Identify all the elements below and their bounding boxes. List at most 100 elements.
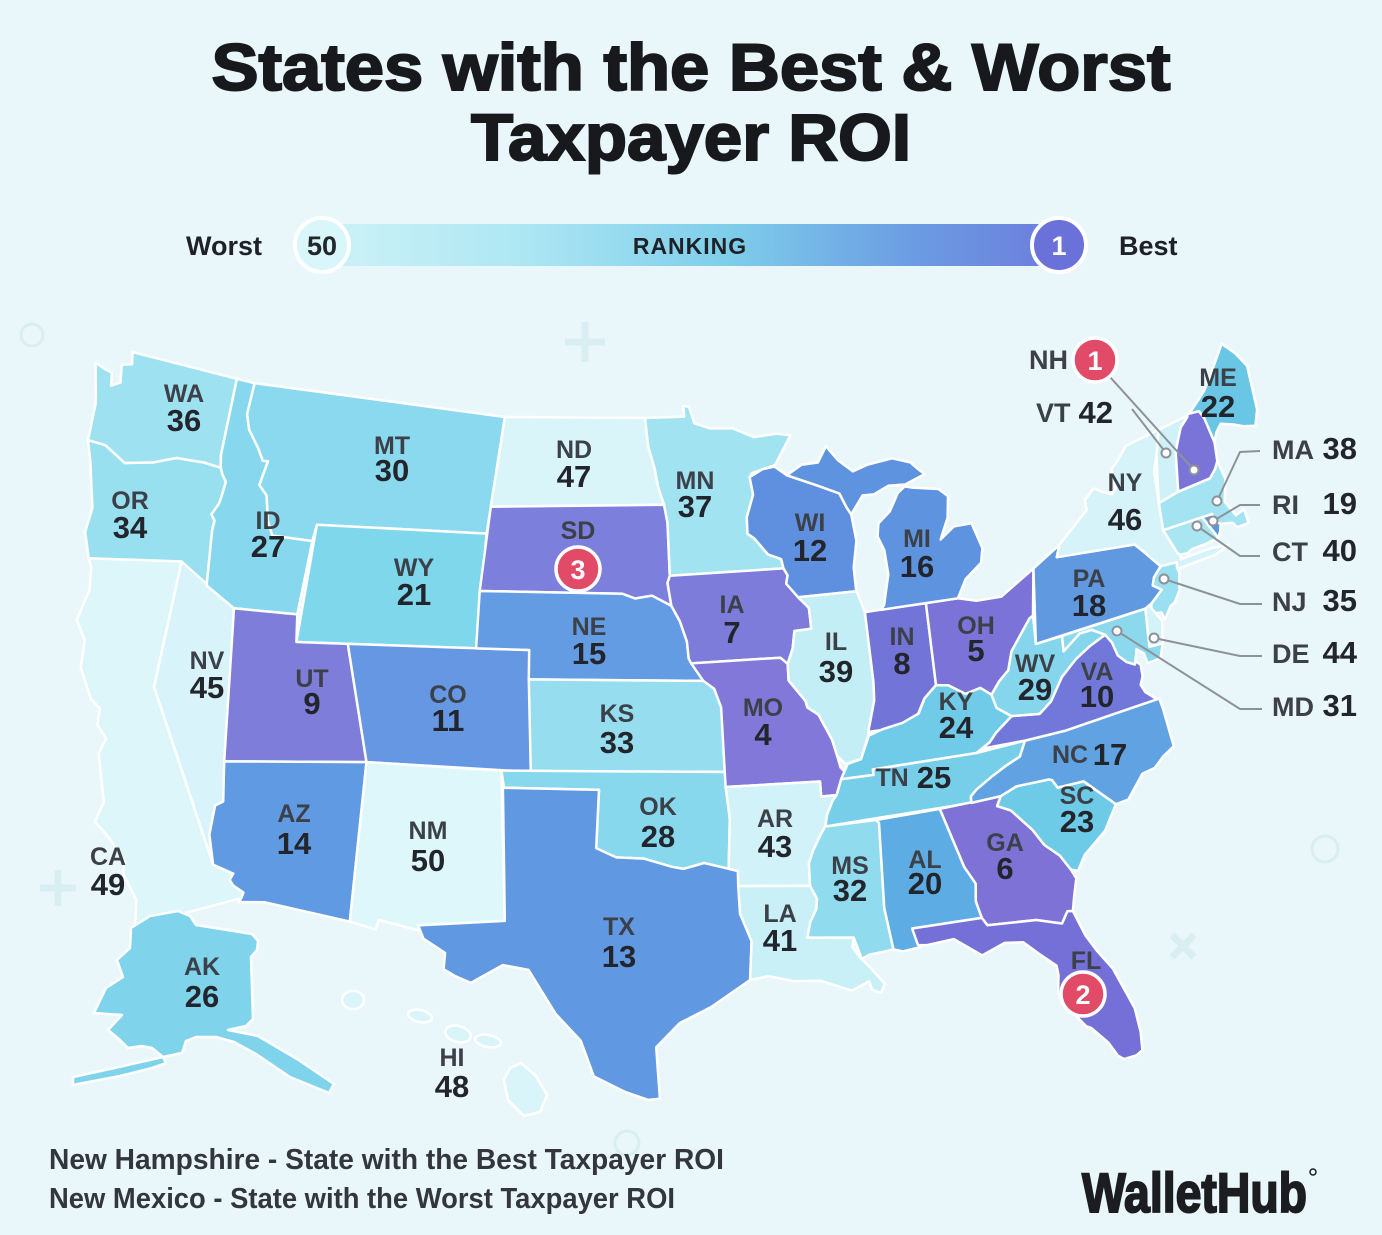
svg-text:10: 10 — [1080, 679, 1114, 714]
svg-text:RANKING: RANKING — [633, 233, 747, 259]
svg-text:VA: VA — [1081, 658, 1114, 686]
svg-text:39: 39 — [819, 654, 853, 689]
svg-text:RI: RI — [1272, 490, 1299, 520]
svg-text:11: 11 — [432, 703, 465, 738]
svg-text:NM: NM — [409, 817, 448, 845]
svg-text:25: 25 — [917, 760, 951, 795]
svg-text:IN: IN — [890, 623, 915, 651]
svg-text:WA: WA — [164, 380, 204, 408]
svg-text:18: 18 — [1072, 588, 1106, 623]
svg-text:KS: KS — [600, 700, 635, 728]
svg-text:MD: MD — [1272, 692, 1314, 722]
svg-text:30: 30 — [375, 453, 409, 488]
svg-text:47: 47 — [557, 459, 591, 494]
svg-text:37: 37 — [678, 489, 712, 524]
svg-text:22: 22 — [1201, 389, 1235, 424]
svg-text:FL: FL — [1071, 947, 1102, 975]
svg-text:16: 16 — [900, 549, 934, 584]
svg-text:35: 35 — [1323, 583, 1357, 618]
svg-text:ND: ND — [556, 436, 592, 464]
svg-text:SD: SD — [561, 517, 596, 545]
svg-text:GA: GA — [986, 829, 1024, 857]
svg-text:40: 40 — [1323, 533, 1357, 568]
svg-text:ID: ID — [256, 507, 281, 535]
svg-text:WY: WY — [394, 554, 435, 582]
svg-text:7: 7 — [723, 615, 740, 650]
svg-text:OK: OK — [639, 793, 677, 821]
svg-text:5: 5 — [967, 633, 984, 668]
svg-text:UT: UT — [295, 665, 328, 693]
svg-text:36: 36 — [167, 403, 201, 438]
svg-text:21: 21 — [397, 577, 431, 612]
svg-text:31: 31 — [1323, 688, 1357, 723]
svg-text:45: 45 — [190, 670, 224, 705]
svg-text:AK: AK — [184, 953, 220, 981]
svg-text:20: 20 — [908, 866, 942, 901]
svg-text:19: 19 — [1323, 486, 1357, 521]
svg-text:OR: OR — [111, 487, 149, 515]
svg-text:6: 6 — [996, 851, 1013, 886]
svg-text:Best: Best — [1119, 231, 1178, 261]
svg-text:24: 24 — [939, 710, 974, 745]
svg-text:MA: MA — [1272, 435, 1314, 465]
svg-text:41: 41 — [763, 923, 797, 958]
svg-text:WV: WV — [1015, 650, 1056, 678]
svg-text:DE: DE — [1272, 639, 1310, 669]
svg-text:IA: IA — [720, 591, 745, 619]
svg-text:HI: HI — [440, 1044, 465, 1072]
svg-text:15: 15 — [572, 636, 606, 671]
svg-text:28: 28 — [641, 819, 675, 854]
svg-text:MO: MO — [743, 694, 783, 722]
svg-text:50: 50 — [307, 231, 337, 261]
svg-text:17: 17 — [1093, 737, 1127, 772]
svg-text:NE: NE — [572, 613, 607, 641]
svg-text:MN: MN — [676, 467, 715, 495]
svg-text:33: 33 — [600, 725, 634, 760]
svg-text:CT: CT — [1272, 537, 1308, 567]
svg-text:32: 32 — [833, 873, 867, 908]
svg-text:Worst: Worst — [186, 231, 262, 261]
svg-text:Taxpayer ROI: Taxpayer ROI — [471, 100, 911, 174]
svg-text:48: 48 — [435, 1069, 469, 1104]
svg-text:42: 42 — [1079, 395, 1113, 430]
svg-text:CO: CO — [429, 681, 467, 709]
svg-text:CA: CA — [90, 843, 126, 871]
svg-text:27: 27 — [251, 529, 285, 564]
svg-text:43: 43 — [758, 829, 792, 864]
svg-text:4: 4 — [754, 717, 772, 752]
svg-text:States with the Best & Worst: States with the Best & Worst — [212, 30, 1171, 104]
svg-text:38: 38 — [1323, 431, 1357, 466]
svg-text:3: 3 — [570, 555, 585, 585]
svg-text:MI: MI — [903, 525, 931, 553]
svg-text:OH: OH — [957, 612, 995, 640]
svg-text:12: 12 — [793, 533, 827, 568]
svg-text:AR: AR — [757, 805, 793, 833]
svg-text:AL: AL — [908, 846, 941, 874]
svg-text:NJ: NJ — [1272, 587, 1307, 617]
svg-text:MT: MT — [374, 432, 410, 460]
svg-text:VT: VT — [1036, 398, 1071, 428]
svg-text:ME: ME — [1199, 364, 1237, 392]
svg-text:46: 46 — [1108, 502, 1142, 537]
svg-text:2: 2 — [1075, 980, 1090, 1010]
svg-text:NH: NH — [1029, 345, 1068, 375]
svg-text:PA: PA — [1073, 565, 1106, 593]
svg-text:49: 49 — [91, 867, 125, 902]
svg-text:MS: MS — [831, 852, 869, 880]
svg-text:8: 8 — [893, 646, 910, 681]
svg-text:New Mexico - State with the Wo: New Mexico - State with the Worst Taxpay… — [49, 1183, 675, 1215]
svg-text:1: 1 — [1051, 231, 1066, 261]
svg-text:TX: TX — [603, 913, 635, 941]
svg-text:23: 23 — [1060, 804, 1094, 839]
svg-text:50: 50 — [411, 843, 445, 878]
svg-text:AZ: AZ — [277, 800, 310, 828]
svg-text:WI: WI — [795, 509, 826, 537]
svg-text:TN: TN — [875, 764, 908, 792]
svg-text:KY: KY — [939, 688, 974, 716]
svg-text:NC: NC — [1052, 741, 1088, 769]
svg-text:44: 44 — [1323, 635, 1358, 670]
svg-text:34: 34 — [113, 510, 148, 545]
svg-text:IL: IL — [825, 628, 847, 656]
svg-text:1: 1 — [1087, 346, 1102, 376]
svg-text:New Hampshire - State with the: New Hampshire - State with the Best Taxp… — [49, 1144, 724, 1176]
